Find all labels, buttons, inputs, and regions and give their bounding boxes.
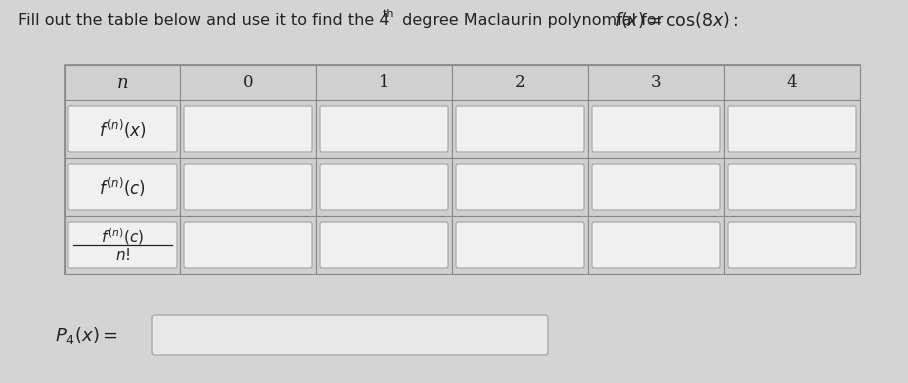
Bar [65, 65, 860, 274]
Text: Fill out the table below and use it to find the 4: Fill out the table below and use it to f… [18, 13, 390, 28]
Bar [588, 158, 724, 216]
Bar [180, 158, 316, 216]
FancyBboxPatch shape [456, 222, 584, 268]
Bar [724, 65, 860, 100]
Bar [724, 158, 860, 216]
Bar [452, 158, 588, 216]
Bar [452, 100, 588, 158]
Bar [452, 216, 588, 274]
FancyBboxPatch shape [184, 222, 312, 268]
Bar [65, 216, 180, 274]
FancyBboxPatch shape [592, 106, 720, 152]
FancyBboxPatch shape [184, 164, 312, 210]
FancyBboxPatch shape [592, 222, 720, 268]
FancyBboxPatch shape [592, 164, 720, 210]
Bar [316, 158, 452, 216]
Bar [65, 65, 180, 100]
Bar [724, 216, 860, 274]
Bar [65, 158, 180, 216]
Text: n: n [117, 74, 128, 92]
Bar [180, 216, 316, 274]
Bar [65, 100, 180, 158]
FancyBboxPatch shape [320, 164, 448, 210]
Bar [316, 65, 452, 100]
FancyBboxPatch shape [152, 315, 548, 355]
Bar [588, 216, 724, 274]
Text: 1: 1 [379, 74, 390, 91]
FancyBboxPatch shape [184, 106, 312, 152]
Text: $P_4(x) =$: $P_4(x) =$ [55, 324, 118, 345]
Text: 2: 2 [515, 74, 526, 91]
Bar [588, 65, 724, 100]
Bar [180, 100, 316, 158]
Bar [180, 65, 316, 100]
Bar [724, 100, 860, 158]
FancyBboxPatch shape [456, 164, 584, 210]
Text: $f^{(n)}(c)$: $f^{(n)}(c)$ [99, 175, 146, 199]
Bar [588, 100, 724, 158]
FancyBboxPatch shape [728, 106, 856, 152]
FancyBboxPatch shape [728, 222, 856, 268]
FancyBboxPatch shape [320, 106, 448, 152]
Text: degree Maclaurin polynomial for: degree Maclaurin polynomial for [397, 13, 663, 28]
Text: 0: 0 [242, 74, 253, 91]
Text: $f^{(n)}(c)$: $f^{(n)}(c)$ [101, 227, 144, 247]
FancyBboxPatch shape [320, 222, 448, 268]
Bar [316, 100, 452, 158]
Text: th: th [383, 9, 394, 19]
Text: $f^{(n)}(x)$: $f^{(n)}(x)$ [99, 118, 146, 141]
Text: $n!$: $n!$ [114, 247, 130, 263]
Text: 4: 4 [786, 74, 797, 91]
Bar [316, 216, 452, 274]
FancyBboxPatch shape [68, 222, 177, 268]
Text: 3: 3 [651, 74, 661, 91]
Text: $f(x) = \cos(8x):$: $f(x) = \cos(8x):$ [614, 10, 738, 30]
Bar [452, 65, 588, 100]
FancyBboxPatch shape [68, 106, 177, 152]
FancyBboxPatch shape [68, 164, 177, 210]
FancyBboxPatch shape [456, 106, 584, 152]
FancyBboxPatch shape [728, 164, 856, 210]
